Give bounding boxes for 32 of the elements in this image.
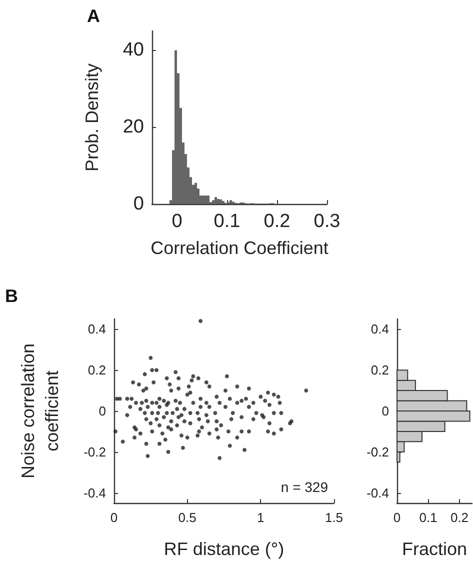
x-tick-label: 0	[110, 510, 118, 525]
x-tick-label: 0.2	[264, 211, 290, 232]
chart-title: B	[5, 286, 18, 306]
y-tick-label: 0	[98, 404, 106, 418]
y-tick-label: 0	[133, 194, 144, 214]
y-tick-label: 40	[122, 40, 144, 61]
y-tick-label: 0.2	[88, 362, 106, 378]
y-axis-title: Prob. Density	[82, 63, 102, 172]
x-axis-title: Fraction	[402, 539, 468, 559]
y-tick-label: -0.2	[84, 444, 106, 460]
x-tick-label: 0.3	[314, 211, 340, 232]
x-tick-label: 0.2	[450, 510, 469, 525]
x-axis-title: Correlation Coefficient	[150, 238, 328, 258]
y-axis-title: Noise correlation coefficient	[18, 343, 62, 479]
x-tick-label: 1.5	[324, 510, 344, 525]
x-axis-title: RF distance (°)	[164, 539, 284, 559]
y-tick-label: 0.4	[88, 322, 106, 337]
x-tick-label: 1	[257, 510, 264, 525]
y-tick-label: -0.4	[366, 485, 389, 500]
x-tick-label: 0.1	[214, 211, 240, 232]
x-tick-label: 0.1	[419, 510, 438, 525]
x-tick-label: 0.5	[178, 510, 196, 525]
y-tick-label: 0	[382, 404, 389, 418]
y-tick-label: -0.4	[84, 485, 106, 500]
y-tick-label: 0.2	[370, 362, 389, 378]
x-tick-label: 0	[393, 510, 401, 525]
y-tick-label: 20	[122, 116, 144, 138]
y-tick-label: -0.2	[366, 444, 389, 460]
x-tick-label: 0	[172, 211, 182, 232]
annotation: n = 329	[280, 479, 328, 495]
y-tick-label: 0.4	[370, 322, 389, 337]
chart-title: A	[87, 6, 100, 26]
